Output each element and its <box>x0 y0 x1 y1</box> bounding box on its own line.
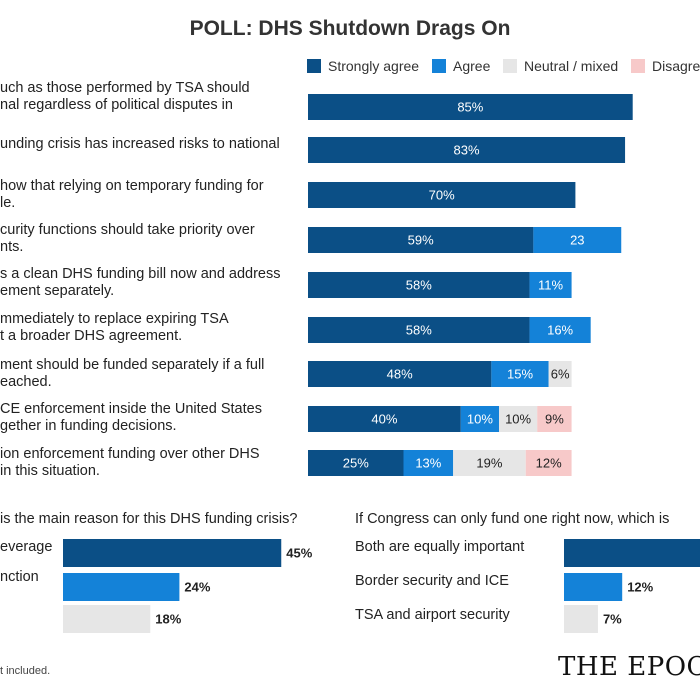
footnote: t included. <box>0 665 51 677</box>
data-label: 7% <box>603 612 622 627</box>
statement-label: unding crisis has increased risks to nat… <box>0 136 280 152</box>
legend-neutral: Neutral / mixed <box>503 58 618 74</box>
bar-segment <box>308 361 492 387</box>
reason-label: everage <box>0 539 53 555</box>
bar-segment <box>308 317 530 343</box>
bar-segment <box>499 406 538 432</box>
legend-swatch <box>432 59 446 73</box>
page-title: POLL: DHS Shutdown Drags On <box>189 17 511 40</box>
data-label: 19% <box>476 456 502 471</box>
data-label: 25% <box>343 456 369 471</box>
statement-label: mmediately to replace expiring TSA t a br… <box>0 311 229 344</box>
data-label: 24% <box>184 580 210 595</box>
statement-label: curity functions should take priority ov… <box>0 222 255 255</box>
bar-segment <box>308 137 626 163</box>
bar-segment <box>537 406 572 432</box>
data-label: 18% <box>155 612 181 627</box>
bar <box>564 539 700 567</box>
data-label: 40% <box>371 412 397 427</box>
data-label: 58% <box>406 323 432 338</box>
statement-label: ment should be funded separately if a fu… <box>0 357 265 390</box>
data-label: 48% <box>387 367 413 382</box>
bar-segment <box>308 272 530 298</box>
data-label: 58% <box>406 278 432 293</box>
legend-swatch <box>307 59 321 73</box>
legend-disagree: Disagree <box>631 58 700 74</box>
bar-segment <box>533 227 622 253</box>
bar-segment <box>529 272 572 298</box>
legend-swatch <box>503 59 517 73</box>
bar-segment <box>529 317 591 343</box>
legend-strongly-agree: Strongly agree <box>307 58 419 74</box>
data-label: 15% <box>507 367 533 382</box>
data-label: 11% <box>538 278 563 293</box>
data-label: 59% <box>408 233 434 248</box>
fund-one-label: Border security and ICE <box>355 573 509 589</box>
data-label: 23 <box>570 233 584 248</box>
legend-label: Disagree <box>652 58 700 74</box>
bar-segment <box>548 361 572 387</box>
data-label: 16% <box>547 323 573 338</box>
bar <box>63 573 180 601</box>
data-label: 45% <box>286 546 312 561</box>
data-label: 85% <box>457 100 483 115</box>
bar-segment <box>308 94 633 120</box>
statement-label: uch as those performed by TSA should nal … <box>0 80 250 113</box>
bar-segment <box>308 406 461 432</box>
data-label: 10% <box>467 412 493 427</box>
bar <box>63 605 151 633</box>
legend-swatch <box>631 59 645 73</box>
bar-segment <box>308 227 534 253</box>
statement-label: s a clean DHS funding bill now and addre… <box>0 266 281 299</box>
subchart-title-reason: is the main reason for this DHS funding … <box>0 511 298 527</box>
bar <box>564 605 598 633</box>
fund-one-label: TSA and airport security <box>355 607 510 623</box>
bar-segment <box>308 450 404 476</box>
data-label: 70% <box>429 188 455 203</box>
legend-agree: Agree <box>432 58 490 74</box>
data-label: 6% <box>551 367 570 382</box>
data-label: 12% <box>536 456 562 471</box>
data-label: 10% <box>505 412 531 427</box>
statement-label: CE enforcement inside the United States g… <box>0 401 262 434</box>
subchart-title-fund-one: If Congress can only fund one right now,… <box>355 511 670 527</box>
bar <box>63 539 282 567</box>
data-label: 9% <box>545 412 564 427</box>
statement-label: ion enforcement funding over other DHS in… <box>0 446 260 479</box>
bar-segment <box>525 450 572 476</box>
bar-segment <box>491 361 549 387</box>
legend-label: Agree <box>453 58 491 74</box>
legend-label: Neutral / mixed <box>524 58 619 74</box>
fund-one-label: Both are equally important <box>355 539 525 555</box>
statement-label: how that relying on temporary funding fo… <box>0 178 264 211</box>
legend-label: Strongly agree <box>328 58 420 74</box>
data-label: 12% <box>627 580 653 595</box>
brand-logo: THE EPOC <box>558 652 700 682</box>
bar-segment <box>308 182 576 208</box>
bar-segment <box>460 406 499 432</box>
data-label: 83% <box>454 143 480 158</box>
reason-label: nction <box>0 569 39 585</box>
bar-segment <box>403 450 454 476</box>
bar-segment <box>453 450 526 476</box>
data-label: 13% <box>415 456 441 471</box>
bar <box>564 573 623 601</box>
